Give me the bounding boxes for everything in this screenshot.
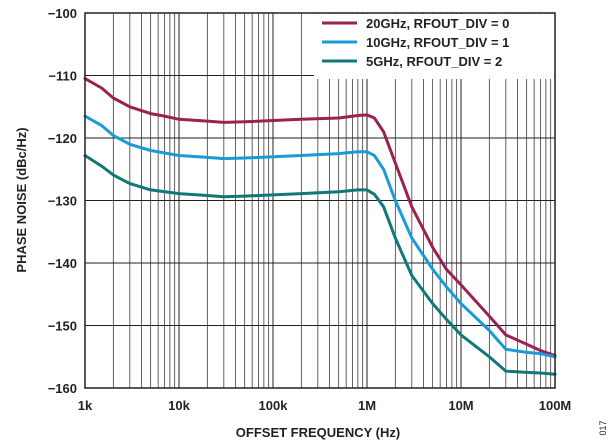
y-tick-label: −130 (48, 194, 77, 209)
series-line-3 (83, 154, 557, 376)
x-tick-label: 100M (539, 398, 572, 413)
figure-number: 017 (598, 420, 608, 435)
x-axis-label: OFFSET FREQUENCY (Hz) (236, 425, 400, 440)
legend: 20GHz, RFOUT_DIV = 0 10GHz, RFOUT_DIV = 1… (314, 14, 554, 79)
x-tick-label: 10M (448, 398, 473, 413)
series-line-2 (83, 114, 557, 359)
series-line-1 (83, 77, 557, 357)
x-tick-label: 1k (78, 398, 93, 413)
legend-label: 5GHz, RFOUT_DIV = 2 (366, 54, 502, 69)
y-tick-label: −140 (48, 256, 77, 271)
x-tick-labels: 1k 10k 100k 1M 10M 100M (78, 398, 572, 413)
y-tick-label: −150 (48, 319, 77, 334)
x-tick-label: 100k (259, 398, 289, 413)
y-tick-label: −100 (48, 6, 77, 21)
y-tick-label: −110 (48, 69, 77, 84)
plot-frame (84, 12, 556, 389)
legend-box (314, 14, 554, 79)
y-tick-label: −120 (48, 131, 77, 146)
x-tick-label: 1M (358, 398, 376, 413)
legend-label: 10GHz, RFOUT_DIV = 1 (366, 35, 509, 50)
y-tick-labels: −100 −110 −120 −130 −140 −150 −160 (48, 6, 77, 396)
series-lines (83, 77, 557, 376)
y-axis-label: PHASE NOISE (dBc/Hz) (14, 127, 29, 272)
x-tick-label: 10k (168, 398, 190, 413)
legend-label: 20GHz, RFOUT_DIV = 0 (366, 16, 509, 31)
y-tick-label: −160 (48, 381, 77, 396)
